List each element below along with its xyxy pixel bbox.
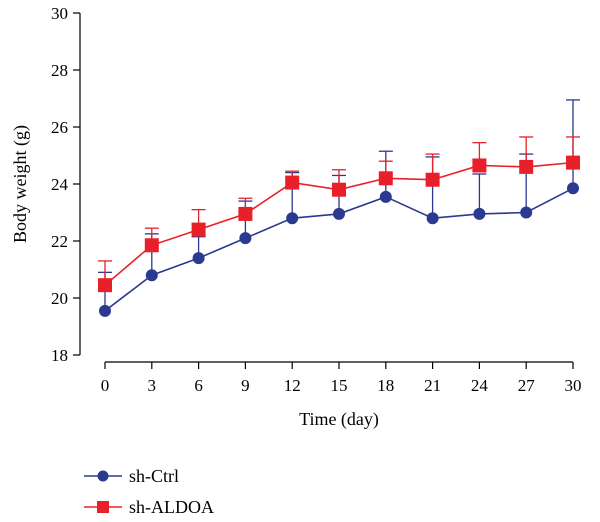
x-tick-label: 15 (331, 376, 348, 395)
x-tick-label: 18 (377, 376, 394, 395)
data-point (332, 182, 346, 197)
data-point (519, 159, 534, 174)
legend-item: sh-Ctrl (84, 466, 179, 486)
legend-marker (97, 501, 109, 513)
x-axis: 0 3 6 9 12 15 18 21 24 27 30 (101, 361, 582, 395)
data-point (145, 269, 158, 282)
x-tick-label: 9 (241, 376, 250, 395)
y-tick-label: 24 (51, 175, 69, 194)
data-point (286, 212, 299, 225)
y-tick-label: 20 (51, 289, 68, 308)
legend-marker (97, 470, 109, 482)
x-tick-label: 30 (565, 376, 582, 395)
data-point (425, 172, 440, 187)
data-point (379, 190, 392, 203)
x-tick-label: 21 (424, 376, 441, 395)
y-axis: 18 20 22 24 26 28 30 (51, 4, 81, 365)
y-tick-label: 22 (51, 232, 68, 251)
data-point (98, 278, 112, 293)
data-point (473, 207, 486, 220)
x-tick-label: 6 (194, 376, 203, 395)
data-point (333, 207, 345, 220)
y-tick-label: 30 (51, 4, 68, 23)
legend-item: sh-ALDOA (84, 497, 214, 517)
data-point (378, 171, 393, 186)
x-tick-label: 24 (471, 376, 489, 395)
plot-area (98, 99, 580, 317)
x-tick-label: 12 (284, 376, 301, 395)
data-point (567, 182, 579, 195)
x-tick-label: 27 (518, 376, 536, 395)
data-point (472, 158, 487, 173)
x-tick-label: 3 (148, 376, 157, 395)
data-point (566, 155, 580, 170)
y-axis-title: Body weight (g) (10, 125, 31, 243)
y-tick-label: 28 (51, 61, 68, 80)
data-point (285, 175, 300, 190)
x-tick-label: 0 (101, 376, 110, 395)
data-point (239, 232, 252, 245)
y-tick-label: 18 (51, 346, 68, 365)
x-axis-title: Time (day) (299, 409, 379, 430)
legend: sh-Ctrl sh-ALDOA (84, 466, 214, 517)
data-point (520, 206, 533, 219)
data-point (192, 252, 205, 265)
data-point (99, 304, 111, 317)
series-sh-aldoa (98, 136, 580, 293)
y-tick-label: 26 (51, 118, 68, 137)
data-point (426, 212, 439, 225)
legend-label: sh-ALDOA (129, 497, 214, 517)
data-point (144, 238, 159, 253)
series-sh-ctrl (98, 99, 580, 317)
legend-label: sh-Ctrl (129, 466, 179, 486)
data-point (238, 206, 253, 221)
data-point (191, 222, 206, 237)
